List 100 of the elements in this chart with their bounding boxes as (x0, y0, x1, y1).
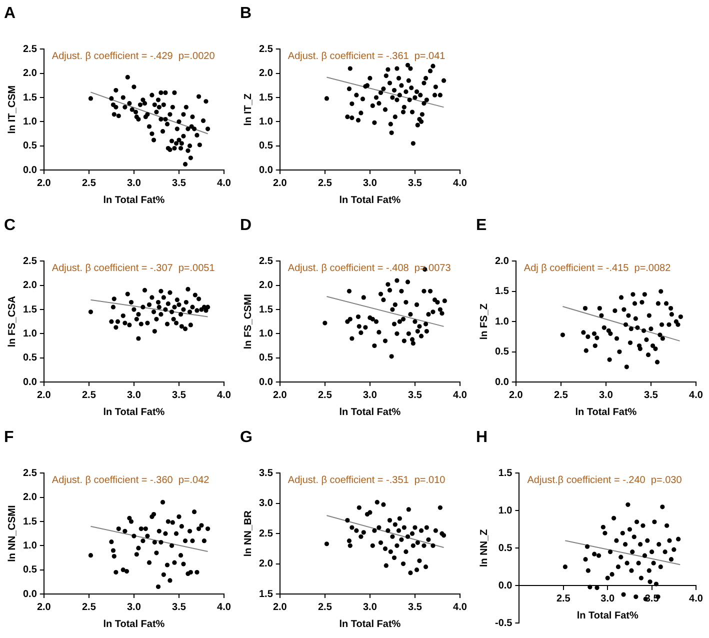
point (382, 338, 388, 344)
point (356, 118, 361, 123)
y-tick-label: 0.5 (22, 352, 38, 364)
point (664, 523, 670, 528)
point (400, 316, 406, 322)
point (433, 528, 438, 533)
x-tick-label: 2.0 (36, 390, 52, 401)
annotation: Adjust. β coefficient = -.361 p=.041 (288, 50, 446, 62)
point (610, 572, 614, 577)
point (136, 546, 141, 550)
point (632, 301, 638, 306)
point (400, 110, 406, 114)
point (636, 560, 641, 566)
annotation: Adjust. β coefficient = -.360 p=.042 (52, 474, 210, 486)
point (388, 122, 393, 126)
point (384, 563, 388, 568)
point (584, 348, 588, 353)
point (363, 325, 368, 330)
point (562, 564, 568, 570)
point (407, 98, 412, 102)
point (140, 538, 146, 544)
y-tick-label: 0.0 (494, 376, 510, 388)
point (179, 524, 184, 529)
point (350, 102, 354, 106)
point (646, 352, 651, 358)
point (621, 592, 626, 597)
chart-title: C (4, 217, 16, 234)
point (405, 62, 410, 68)
y-tick-label: 2.0 (22, 280, 38, 292)
point (658, 332, 662, 338)
x-tick-label: 2.5 (554, 390, 568, 401)
point (656, 542, 662, 547)
point (399, 537, 404, 542)
point (630, 550, 635, 554)
y-axis-title: ln NN_CSMI (6, 505, 18, 562)
point (88, 310, 94, 314)
y-tick-label: 1.0 (498, 505, 513, 516)
point (202, 538, 206, 544)
point (676, 536, 681, 542)
point (372, 120, 377, 125)
y-axis-title: ln FS_Z (478, 304, 490, 340)
y-tick-label: 0.0 (22, 588, 38, 600)
point (616, 564, 621, 570)
x-tick-label: 3.5 (644, 390, 658, 401)
chart-title: D (240, 217, 252, 234)
point (120, 568, 126, 572)
y-axis-title: ln FS_CSMI (242, 294, 254, 350)
point (390, 534, 395, 539)
point (423, 564, 428, 570)
x-axis-title: ln Total Fat% (103, 194, 165, 206)
x-tick-label: 3.0 (127, 390, 142, 401)
point (422, 543, 426, 548)
point (678, 314, 683, 320)
point (614, 336, 620, 341)
point (418, 92, 423, 98)
point (641, 328, 646, 333)
x-tick-label: 2.5 (82, 390, 96, 401)
point (644, 337, 649, 342)
point (136, 336, 141, 341)
point (146, 560, 152, 565)
point (387, 288, 392, 292)
point (360, 96, 366, 102)
y-tick-label: 1.0 (22, 116, 38, 128)
point (632, 534, 636, 540)
y-tick-label: 1.0 (258, 116, 274, 128)
point (607, 357, 612, 362)
point (187, 310, 192, 314)
point (346, 86, 352, 92)
point (174, 320, 179, 326)
x-tick-label: 3.0 (363, 390, 378, 401)
y-tick-label: 0.0 (258, 376, 274, 388)
y-tick-label: -0.5 (494, 618, 513, 629)
point (596, 553, 602, 558)
point (392, 88, 397, 93)
x-axis-title: ln Total Fat% (575, 406, 637, 418)
point (158, 540, 164, 545)
y-tick-label: 2.5 (22, 468, 38, 479)
point (163, 307, 168, 312)
point (415, 328, 420, 334)
chart-title: H (476, 429, 488, 446)
y-axis-title: ln NN_Z (478, 529, 490, 567)
point (651, 560, 656, 566)
point (181, 562, 186, 566)
point (382, 107, 388, 112)
point (442, 298, 447, 304)
point (430, 310, 436, 314)
point (190, 304, 195, 310)
x-tick-label: 4.0 (689, 593, 704, 604)
x-tick-label: 3.5 (172, 602, 186, 613)
point (356, 505, 362, 510)
x-tick-label: 2.5 (82, 178, 96, 189)
point (428, 68, 433, 74)
point (622, 542, 628, 547)
x-axis-title: ln Total Fat% (339, 618, 401, 630)
point (140, 304, 146, 310)
y-tick-label: 2.5 (22, 44, 38, 55)
point (127, 516, 132, 520)
annotation: Adj β coefficient = -.415 p=.0082 (524, 262, 672, 274)
point (136, 312, 141, 317)
chart-title: A (4, 5, 16, 22)
